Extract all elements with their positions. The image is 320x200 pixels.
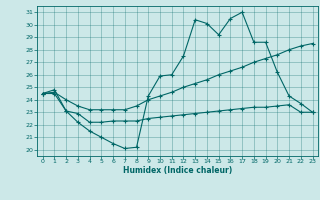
X-axis label: Humidex (Indice chaleur): Humidex (Indice chaleur) xyxy=(123,166,232,175)
